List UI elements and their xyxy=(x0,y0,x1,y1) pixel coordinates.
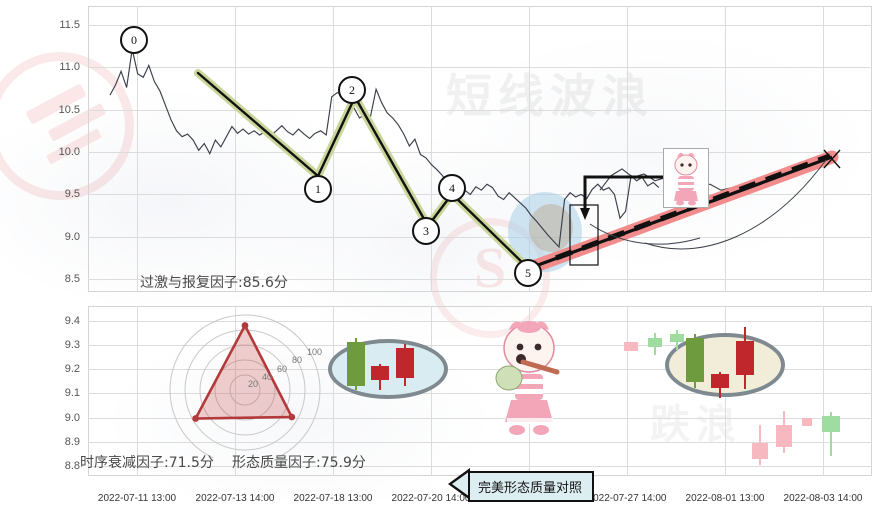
radar-scale-40: 40 xyxy=(262,372,273,382)
mascot-icon xyxy=(674,152,698,206)
radar-scale-80: 80 xyxy=(292,355,303,365)
gridline-v xyxy=(235,6,236,292)
gridline-v xyxy=(823,6,824,292)
gridline-h xyxy=(88,109,872,111)
radar-vertex-1 xyxy=(288,413,296,421)
radar-scale-60: 60 xyxy=(277,364,288,374)
x-tick-label: 2022-08-01 13:00 xyxy=(685,493,765,504)
gridline-h xyxy=(88,344,872,346)
x-tick-label: 2022-07-20 14:00 xyxy=(391,493,471,504)
y-tick-label: 9.0 xyxy=(64,230,80,243)
x-tick-label: 2022-07-18 13:00 xyxy=(293,493,373,504)
gridline-v xyxy=(627,6,628,292)
x-tick-label: 2022-07-11 13:00 xyxy=(97,493,177,504)
y-tick-label: 8.8 xyxy=(64,460,80,473)
y-tick-label: 9.3 xyxy=(64,338,80,351)
gridline-h xyxy=(88,236,872,238)
y-tick-label: 9.1 xyxy=(64,387,80,400)
gridline-v xyxy=(137,306,138,476)
x-tick-label: 2022-08-03 14:00 xyxy=(783,493,863,504)
y-tick-label: 9.4 xyxy=(64,314,80,327)
wave-marker-4: 4 xyxy=(438,174,466,202)
gridline-h xyxy=(88,24,872,26)
radar-scale-20: 20 xyxy=(248,379,259,389)
wave-marker-5: 5 xyxy=(514,259,542,287)
mascot-sticker-box xyxy=(663,148,709,208)
gridline-h xyxy=(88,369,872,371)
gridline-h xyxy=(88,466,872,468)
gridline-h xyxy=(88,442,872,443)
gridline-v xyxy=(235,306,236,476)
gridline-h xyxy=(88,67,872,69)
gridline-v xyxy=(627,306,628,476)
y-tick-label: 8.9 xyxy=(64,436,80,448)
y-tick-label: 11.0 xyxy=(59,61,80,74)
callout-label: 完美形态质量对照 xyxy=(478,481,583,496)
callout-arrow-fill xyxy=(452,471,470,497)
gridline-h xyxy=(88,194,872,196)
gridline-h xyxy=(88,320,872,322)
quality-radar-chart: 20 40 60 80 100 xyxy=(152,298,338,466)
y-tick-label: 10.0 xyxy=(58,145,80,158)
y-tick-label: 11.5 xyxy=(59,18,80,31)
y-tick-label: 9.5 xyxy=(64,188,80,201)
gridline-v xyxy=(333,6,334,292)
factor-aggression-label: 过激与报复因子:85.6分 xyxy=(140,275,288,291)
y-tick-label: 10.5 xyxy=(58,103,80,116)
factor-time-decay-label: 时序衰减因子:71.5分 xyxy=(80,455,214,471)
gridline-h xyxy=(88,151,872,153)
wave-marker-1: 1 xyxy=(304,175,332,203)
gridline-h xyxy=(88,393,872,395)
y-tick-label: 8.5 xyxy=(64,273,80,286)
gridline-v xyxy=(431,306,432,476)
callout-box[interactable]: 完美形态质量对照 xyxy=(468,471,595,502)
factor-pattern-quality-label: 形态质量因子:75.9分 xyxy=(232,455,366,471)
y-tick-label: 9.2 xyxy=(64,363,80,376)
gridline-h xyxy=(88,417,872,419)
radar-vertex-2 xyxy=(192,415,199,422)
gridline-v xyxy=(529,6,530,292)
radar-points xyxy=(192,322,296,422)
x-tick-label: 2022-07-27 14:00 xyxy=(587,493,667,504)
wave-marker-2: 2 xyxy=(338,76,366,104)
radar-scale-100: 100 xyxy=(307,347,323,357)
mascot-large-icon xyxy=(487,318,571,440)
wave-marker-3: 3 xyxy=(412,217,440,245)
gridline-v xyxy=(823,306,824,476)
y-tick-label: 9.0 xyxy=(64,411,80,424)
gridline-h xyxy=(88,279,872,281)
wave-marker-0: 0 xyxy=(120,26,148,54)
radar-vertex-0 xyxy=(241,322,249,329)
x-tick-label: 2022-07-13 14:00 xyxy=(195,493,275,504)
gridline-v xyxy=(725,6,726,292)
gridline-v xyxy=(333,306,334,476)
price-wave-panel xyxy=(88,6,872,292)
gridline-v xyxy=(431,6,432,292)
radar-polygon xyxy=(193,322,294,420)
radar-svg xyxy=(169,314,321,466)
